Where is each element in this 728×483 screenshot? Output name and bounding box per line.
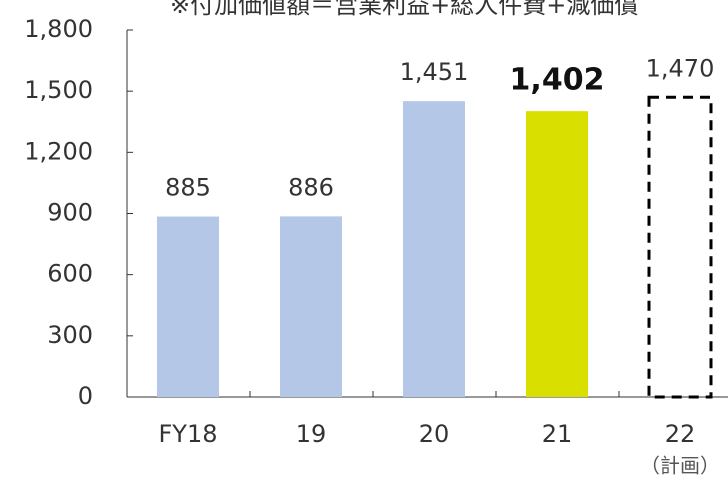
bar (403, 101, 465, 397)
y-tick-label: 900 (47, 199, 93, 227)
y-tick-label: 600 (47, 260, 93, 288)
data-label: 1,451 (400, 58, 469, 86)
x-tick-label: 20 (419, 420, 450, 448)
data-label: 1,402 (510, 63, 605, 98)
chart-title: ※付加価値額＝営業利益+総人件費+減価償 (170, 0, 638, 19)
data-label: 1,470 (646, 54, 715, 82)
y-tick-label: 1,500 (24, 76, 93, 104)
y-tick-label: 1,200 (24, 137, 93, 165)
x-tick-label: 19 (296, 420, 327, 448)
x-tick-label: 22 (665, 420, 696, 448)
bar (157, 216, 219, 397)
y-tick-label: 300 (47, 321, 93, 349)
y-tick-label: 1,800 (24, 15, 93, 43)
y-tick-label: 0 (78, 382, 93, 410)
data-label: 885 (165, 174, 211, 202)
bar (647, 95, 713, 399)
bar (526, 111, 588, 398)
data-label: 886 (288, 173, 334, 201)
x-tick-label: FY18 (158, 420, 217, 448)
bar (280, 216, 342, 397)
x-tick-label: 21 (542, 420, 573, 448)
x-tick-note: （計画） (640, 454, 720, 478)
